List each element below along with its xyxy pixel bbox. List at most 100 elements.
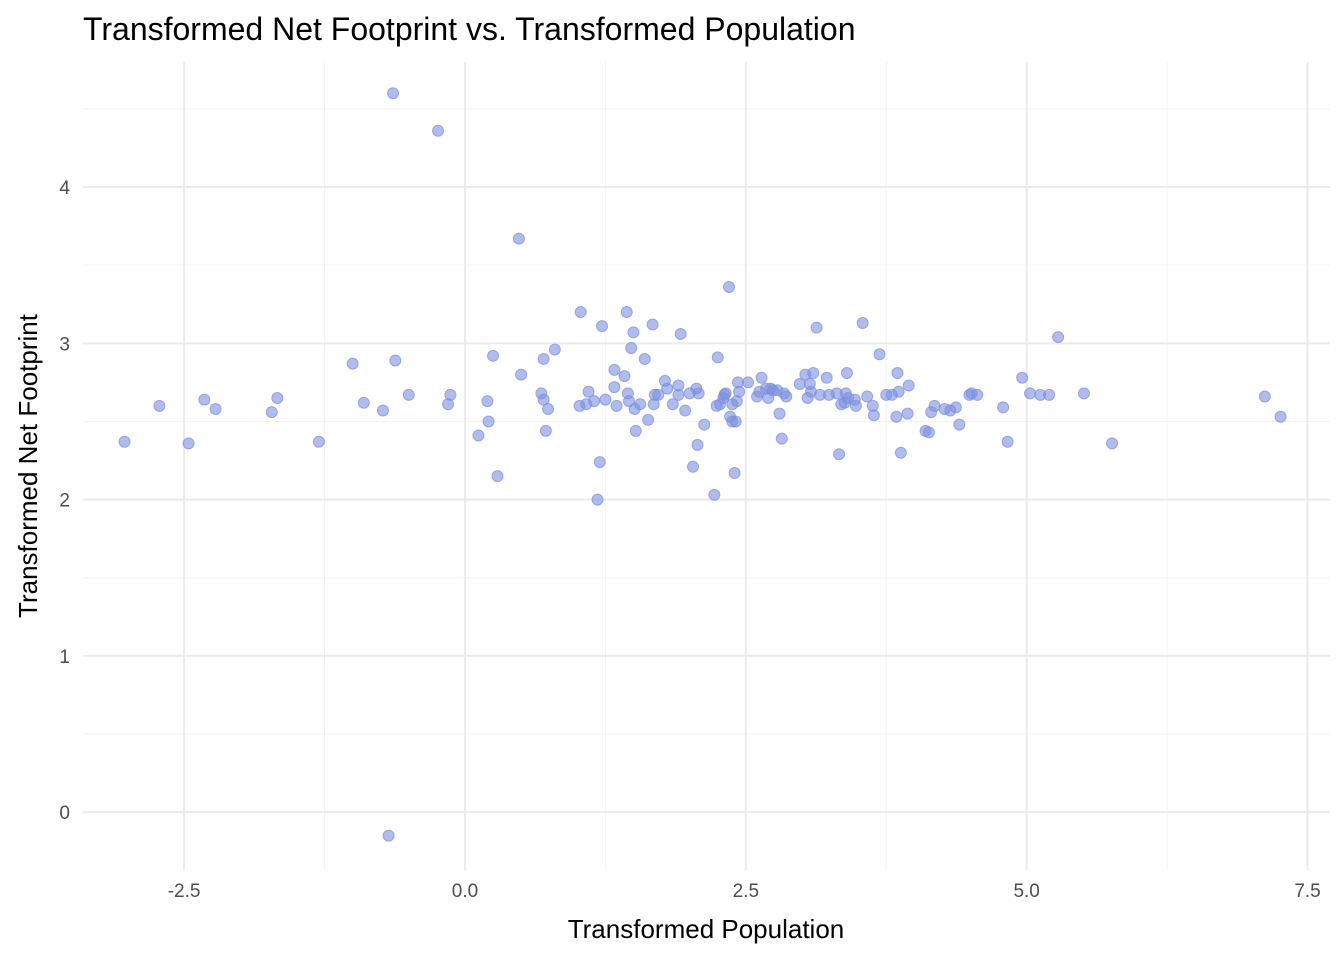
data-point bbox=[209, 402, 222, 415]
data-point bbox=[833, 448, 846, 461]
data-point bbox=[894, 446, 907, 459]
data-point bbox=[596, 320, 609, 333]
data-point bbox=[271, 392, 284, 405]
data-point bbox=[629, 424, 642, 437]
data-point bbox=[1001, 435, 1014, 448]
x-tick-label: 0.0 bbox=[452, 881, 478, 902]
data-point bbox=[742, 376, 755, 389]
data-point bbox=[674, 327, 687, 340]
data-point bbox=[1274, 410, 1287, 423]
data-point bbox=[346, 357, 359, 370]
data-point bbox=[389, 354, 402, 367]
data-point bbox=[698, 418, 711, 431]
data-point bbox=[574, 306, 587, 319]
data-point bbox=[634, 398, 647, 411]
data-point bbox=[593, 456, 606, 469]
major-gridlines bbox=[83, 62, 1330, 870]
data-point bbox=[856, 316, 869, 329]
data-point bbox=[182, 437, 195, 450]
data-point bbox=[672, 388, 685, 401]
data-point bbox=[849, 399, 862, 412]
data-point bbox=[198, 393, 211, 406]
minor-gridlines bbox=[83, 62, 1330, 870]
data-point bbox=[548, 343, 561, 356]
data-point bbox=[642, 413, 655, 426]
x-tick-label: -2.5 bbox=[168, 881, 201, 902]
data-point bbox=[692, 387, 705, 400]
data-point bbox=[382, 829, 395, 842]
y-tick-label: 3 bbox=[59, 334, 70, 355]
data-point bbox=[810, 321, 823, 334]
data-point bbox=[482, 415, 495, 428]
x-tick-label: 2.5 bbox=[733, 881, 759, 902]
data-point bbox=[1258, 390, 1271, 403]
data-point bbox=[608, 363, 621, 376]
data-point bbox=[807, 367, 820, 380]
data-point bbox=[755, 371, 768, 384]
data-point bbox=[687, 460, 700, 473]
data-points bbox=[118, 87, 1287, 842]
data-point bbox=[376, 404, 389, 417]
data-point bbox=[891, 367, 904, 380]
data-point bbox=[997, 401, 1010, 414]
data-point bbox=[638, 352, 651, 365]
data-point bbox=[481, 395, 494, 408]
data-point bbox=[661, 382, 674, 395]
y-axis-title: Transformed Net Footprint bbox=[13, 313, 43, 618]
data-point bbox=[312, 435, 325, 448]
data-point bbox=[892, 385, 905, 398]
x-axis-title: Transformed Population bbox=[568, 914, 845, 944]
data-point bbox=[472, 429, 485, 442]
data-point bbox=[861, 390, 874, 403]
data-point bbox=[971, 388, 984, 401]
data-point bbox=[1016, 371, 1029, 384]
data-point bbox=[512, 232, 525, 245]
y-tick-label: 0 bbox=[59, 803, 70, 824]
data-point bbox=[491, 470, 504, 483]
data-point bbox=[542, 402, 555, 415]
data-point bbox=[953, 418, 966, 431]
data-point bbox=[515, 368, 528, 381]
data-point bbox=[1052, 331, 1065, 344]
y-tick-label: 1 bbox=[59, 647, 70, 668]
data-point bbox=[537, 352, 550, 365]
data-point bbox=[588, 395, 601, 408]
data-point bbox=[1077, 387, 1090, 400]
data-point bbox=[620, 306, 633, 319]
data-point bbox=[666, 398, 679, 411]
data-point bbox=[691, 438, 704, 451]
x-axis-tick-labels: -2.5 0.0 2.5 5.0 7.5 bbox=[168, 881, 1321, 902]
data-point bbox=[867, 409, 880, 422]
data-point bbox=[610, 399, 623, 412]
data-point bbox=[387, 87, 400, 100]
data-point bbox=[949, 401, 962, 414]
data-point bbox=[728, 467, 741, 480]
data-point bbox=[1024, 387, 1037, 400]
data-point bbox=[652, 388, 665, 401]
data-point bbox=[1106, 437, 1119, 450]
data-point bbox=[873, 348, 886, 361]
chart-title: Transformed Net Footprint vs. Transforme… bbox=[83, 11, 855, 47]
data-point bbox=[780, 390, 793, 403]
data-point bbox=[902, 379, 915, 392]
x-tick-label: 5.0 bbox=[1013, 881, 1039, 902]
data-point bbox=[679, 404, 692, 417]
data-point bbox=[733, 385, 746, 398]
y-axis-tick-labels: 0 1 2 3 4 bbox=[59, 178, 70, 824]
data-point bbox=[1043, 388, 1056, 401]
data-point bbox=[444, 388, 457, 401]
x-tick-label: 7.5 bbox=[1294, 881, 1320, 902]
data-point bbox=[357, 396, 370, 409]
data-point bbox=[265, 406, 278, 419]
data-point bbox=[773, 407, 786, 420]
data-point bbox=[118, 435, 131, 448]
data-point bbox=[608, 381, 621, 394]
y-tick-label: 4 bbox=[59, 178, 70, 199]
data-point bbox=[820, 371, 833, 384]
data-point bbox=[432, 124, 445, 137]
data-point bbox=[627, 326, 640, 339]
data-point bbox=[729, 415, 742, 428]
data-point bbox=[711, 351, 724, 364]
data-point bbox=[599, 393, 612, 406]
